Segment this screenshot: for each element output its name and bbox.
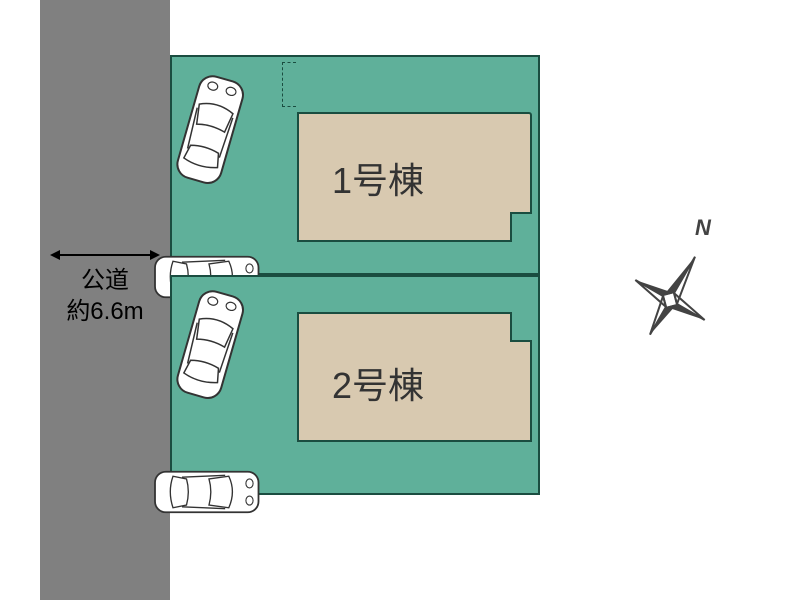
car-icon (146, 467, 263, 517)
compass-icon (610, 240, 730, 360)
lot-2: 2号棟 (170, 275, 540, 495)
building-1-label: 1号棟 (332, 152, 424, 204)
road-label-line2: 約6.6m (66, 298, 143, 325)
road-label: 公道 約6.6m (48, 265, 162, 327)
compass-north-label: N (695, 215, 711, 241)
building-1-notch (510, 212, 532, 242)
building-2-label: 2号棟 (332, 357, 424, 409)
building-2-notch (510, 312, 532, 342)
road-label-line1: 公道 (81, 267, 129, 294)
lot-1: 1号棟 (170, 55, 540, 275)
lot-1-entry-mark (282, 62, 296, 107)
